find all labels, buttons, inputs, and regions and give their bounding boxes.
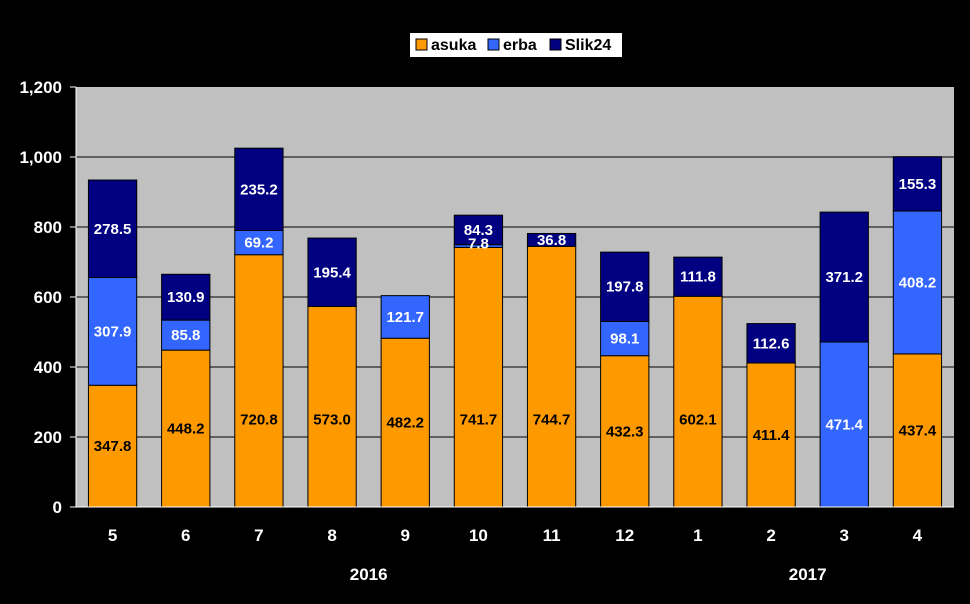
bar-segment <box>161 319 211 351</box>
bar-segment <box>526 245 577 508</box>
legend-label: erba <box>503 37 537 54</box>
y-tick-label: 200 <box>34 428 62 447</box>
data-label: 112.6 <box>753 335 790 352</box>
y-tick-label: 1,000 <box>19 148 62 167</box>
bar-segment <box>600 251 650 322</box>
x-tick-label: 2 <box>766 526 775 545</box>
bar-segment <box>380 295 430 339</box>
x-tick-label: 9 <box>401 526 410 545</box>
data-label: 432.3 <box>606 423 644 440</box>
data-label: 84.3 <box>464 222 493 239</box>
x-tick-label: 7 <box>254 526 263 545</box>
legend-label: asuka <box>431 37 476 54</box>
bar-segment <box>673 295 723 508</box>
bar-segment <box>892 156 943 212</box>
x-tick-label: 8 <box>327 526 336 545</box>
x-tick-label: 6 <box>181 526 190 545</box>
data-label: 371.2 <box>825 269 863 286</box>
gridlines <box>76 156 954 438</box>
data-label: 720.8 <box>240 412 278 429</box>
data-label: 347.8 <box>94 438 132 455</box>
data-label: 197.8 <box>606 279 644 296</box>
bar-segment <box>892 353 943 508</box>
data-label: 744.7 <box>533 412 571 429</box>
bars <box>87 147 943 508</box>
bar-segment <box>380 337 430 508</box>
data-label: 111.8 <box>680 269 716 286</box>
data-label: 121.7 <box>386 309 424 326</box>
data-label: 602.1 <box>679 412 717 429</box>
bar-segment <box>87 277 138 386</box>
data-label: 85.8 <box>171 327 200 344</box>
bar-segment <box>453 246 504 508</box>
bar-segment <box>453 214 504 246</box>
data-label: 195.4 <box>313 264 351 281</box>
y-tick-label: 600 <box>34 288 62 307</box>
bar-segment <box>600 355 650 508</box>
data-label: 471.4 <box>825 417 863 434</box>
legend-swatch <box>487 38 500 51</box>
x-tick-label: 11 <box>543 526 561 545</box>
bar-segment <box>234 254 284 508</box>
data-labels: 347.8 307.9 278.5 448.2 85.8 130.9 720.8 69.2 23… <box>94 176 937 455</box>
x-tick-label: 3 <box>840 526 849 545</box>
legend-box <box>410 33 622 57</box>
legend-swatch <box>549 38 562 51</box>
y-tick-label: 800 <box>34 218 62 237</box>
data-label: 741.7 <box>460 412 498 429</box>
bar-segment <box>819 211 869 343</box>
bar-segment <box>234 147 284 231</box>
data-label: 130.9 <box>167 289 205 306</box>
bar-segment <box>600 320 650 357</box>
data-label: 411.4 <box>753 427 790 444</box>
data-label: 69.2 <box>244 235 273 252</box>
data-label: 408.2 <box>899 274 937 291</box>
y-tick-label: 1,200 <box>19 78 62 97</box>
bar-segment <box>87 179 138 279</box>
x-tick-label: 12 <box>615 526 634 545</box>
bar-segment <box>307 237 357 307</box>
legend-swatch <box>415 38 428 51</box>
bar-segment <box>892 210 943 355</box>
data-label: 437.4 <box>899 422 937 439</box>
data-label: 98.1 <box>610 331 639 348</box>
data-label: 7.8 <box>468 236 489 253</box>
legend-label: Slik24 <box>565 37 611 54</box>
bar-segment <box>161 349 211 508</box>
bar-segment <box>87 384 138 508</box>
data-label: 482.2 <box>386 415 424 432</box>
x-tick-label: 1 <box>693 526 702 545</box>
year-label: 2016 <box>350 565 388 584</box>
x-tick-label: 10 <box>469 526 488 545</box>
y-tick-label: 400 <box>34 358 62 377</box>
data-label: 36.8 <box>537 232 566 249</box>
bar-segment <box>161 273 211 321</box>
year-label: 2017 <box>789 565 827 584</box>
y-axis: 0 200 400 600 800 1,000 1,200 <box>19 78 77 517</box>
legend: asuka erba Slik24 <box>410 33 622 57</box>
x-tick-label: 5 <box>108 526 117 545</box>
y-tick-label: 0 <box>53 498 62 517</box>
bar-segment <box>673 256 723 297</box>
bar-segment <box>307 305 357 508</box>
data-label: 155.3 <box>899 176 937 193</box>
bar-segment <box>746 362 796 508</box>
bar-segment <box>526 232 577 247</box>
data-label: 278.5 <box>94 221 132 238</box>
x-tick-label: 4 <box>913 526 923 545</box>
bar-segment <box>746 323 796 364</box>
data-label: 573.0 <box>313 412 351 429</box>
data-label: 307.9 <box>94 323 132 340</box>
data-label: 448.2 <box>167 421 205 438</box>
data-label: 235.2 <box>240 181 278 198</box>
